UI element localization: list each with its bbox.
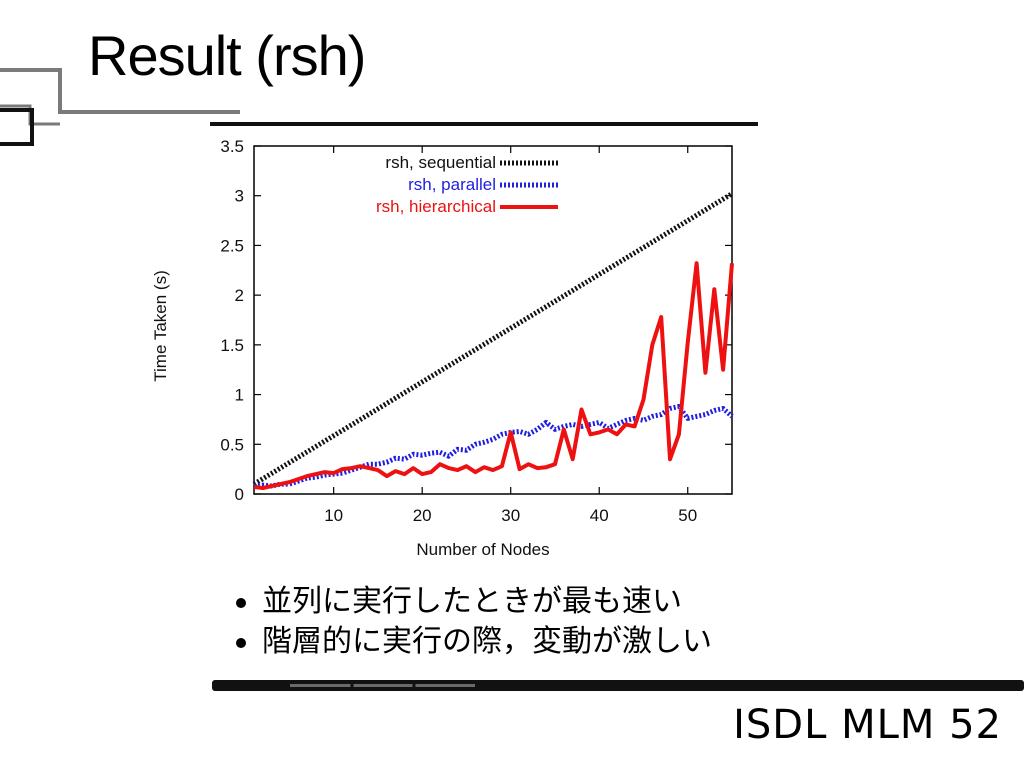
bullet-list: 並列に実行したときが最も速い 階層的に実行の際，変動が激しい bbox=[232, 582, 712, 662]
y-axis-label: Time Taken (s) bbox=[151, 270, 170, 381]
legend-label: rsh, hierarchical bbox=[376, 197, 496, 216]
x-axis-label: Number of Nodes bbox=[416, 540, 549, 559]
y-tick-label: 1.5 bbox=[220, 336, 244, 355]
line-chart: 0 0.5 1 1.5 2 2.5 3 3.5 10 20 30 40 50 Number of Node… bbox=[151, 137, 734, 559]
y-tick-label: 2 bbox=[235, 286, 244, 305]
y-tick-label: 3 bbox=[235, 187, 244, 206]
x-tick-label: 10 bbox=[324, 506, 343, 525]
frame-box bbox=[0, 108, 34, 146]
x-tick-label: 50 bbox=[678, 506, 697, 525]
x-tick-label: 30 bbox=[501, 506, 520, 525]
y-tick-label: 0.5 bbox=[220, 435, 244, 454]
slide-title: Result (rsh) bbox=[88, 24, 366, 87]
frame-line-gray-upper bbox=[0, 68, 240, 114]
x-tick-label: 40 bbox=[590, 506, 609, 525]
y-tick-label: 1 bbox=[235, 386, 244, 405]
y-tick-label: 3.5 bbox=[220, 137, 244, 156]
chart-plot-layer: 0 0.5 1 1.5 2 2.5 3 3.5 10 20 30 40 50 Number of Node… bbox=[151, 137, 734, 559]
legend-label: rsh, parallel bbox=[408, 175, 496, 194]
x-tick-label: 20 bbox=[413, 506, 432, 525]
bullet-item: 並列に実行したときが最も速い bbox=[232, 582, 712, 622]
slide-footer: ISDL MLM 52 bbox=[733, 702, 1002, 748]
series-line-3 bbox=[253, 261, 734, 490]
y-tick-label: 2.5 bbox=[220, 236, 244, 255]
y-tick-label: 0 bbox=[235, 485, 244, 504]
plot-frame bbox=[253, 145, 733, 495]
bullet-item: 階層的に実行の際，変動が激しい bbox=[232, 622, 712, 662]
series-line-1 bbox=[252, 191, 734, 487]
legend-label: rsh, sequential bbox=[385, 153, 496, 172]
